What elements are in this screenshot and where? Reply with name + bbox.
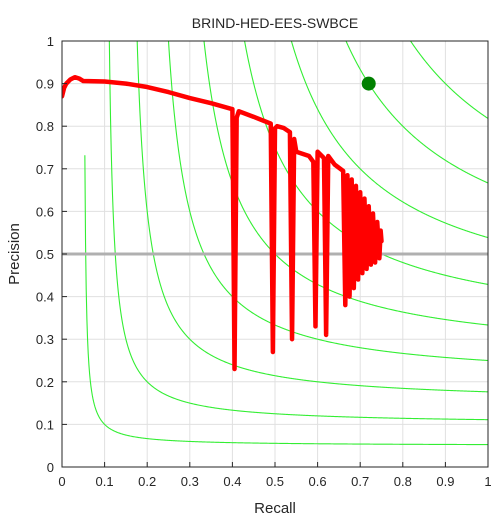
- x-tick-label: 0.7: [351, 474, 369, 489]
- x-axis-ticks: 0 0.1 0.2 0.3 0.4 0.5 0.6 0.7 0.8 0.9 1: [58, 462, 492, 489]
- x-tick-label: 0.6: [309, 474, 327, 489]
- y-axis-ticks: 0 0.1 0.2 0.3 0.4 0.5 0.6 0.7 0.8 0.9 1: [36, 34, 67, 475]
- chart-title: BRIND-HED-EES-SWBCE: [192, 15, 358, 31]
- x-tick-label: 0.9: [436, 474, 454, 489]
- x-tick-label: 1: [484, 474, 491, 489]
- iso-f-curve: [345, 41, 488, 184]
- series-layer: [62, 74, 384, 372]
- y-tick-label: 0.3: [36, 332, 54, 347]
- x-tick-label: 0.2: [138, 474, 156, 489]
- iso-f-curve: [167, 41, 488, 362]
- iso-f-curve: [136, 41, 488, 393]
- y-tick-label: 0.7: [36, 162, 54, 177]
- x-tick-label: 0.4: [223, 474, 241, 489]
- y-axis-label: Precision: [6, 223, 23, 285]
- y-tick-label: 0.5: [36, 247, 54, 262]
- y-tick-label: 0.8: [36, 119, 54, 134]
- y-tick-label: 0.9: [36, 77, 54, 92]
- x-tick-label: 0.3: [181, 474, 199, 489]
- y-tick-label: 0: [47, 460, 54, 475]
- y-tick-label: 1: [47, 34, 54, 49]
- iso-f-curve: [290, 41, 488, 239]
- iso-f-curve: [409, 41, 488, 120]
- y-tick-label: 0.4: [36, 290, 54, 305]
- x-tick-label: 0: [58, 474, 65, 489]
- best-f-point: [361, 76, 376, 91]
- x-tick-label: 0.1: [96, 474, 114, 489]
- y-tick-label: 0.6: [36, 204, 54, 219]
- point-layer: [361, 76, 376, 91]
- pr-curve-line: [62, 74, 384, 372]
- x-tick-label: 0.8: [394, 474, 412, 489]
- y-tick-label: 0.1: [36, 417, 54, 432]
- iso-f-curve: [84, 155, 488, 446]
- iso-f-curve: [108, 41, 488, 421]
- y-tick-label: 0.2: [36, 375, 54, 390]
- x-axis-label: Recall: [254, 500, 296, 517]
- x-tick-label: 0.5: [266, 474, 284, 489]
